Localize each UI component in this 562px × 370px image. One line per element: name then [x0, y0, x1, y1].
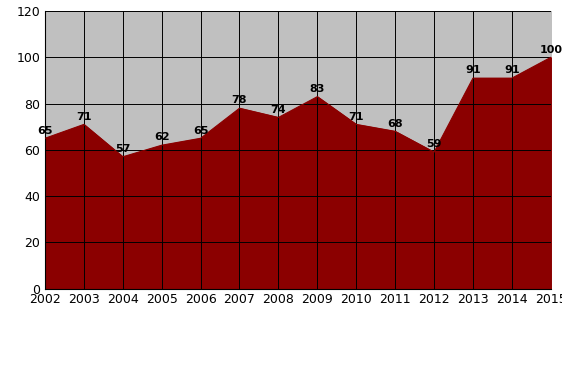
- Text: 78: 78: [232, 95, 247, 105]
- Text: 68: 68: [387, 118, 403, 128]
- Text: 91: 91: [465, 65, 481, 75]
- Text: 74: 74: [270, 105, 286, 115]
- Text: 71: 71: [348, 112, 364, 122]
- Text: 59: 59: [427, 139, 442, 149]
- Text: 83: 83: [310, 84, 325, 94]
- Text: 100: 100: [540, 44, 562, 54]
- Text: 71: 71: [76, 112, 92, 122]
- Text: 57: 57: [115, 144, 130, 154]
- Text: 65: 65: [37, 125, 53, 135]
- Text: 91: 91: [504, 65, 520, 75]
- Text: 65: 65: [193, 125, 209, 135]
- Text: 62: 62: [154, 132, 170, 142]
